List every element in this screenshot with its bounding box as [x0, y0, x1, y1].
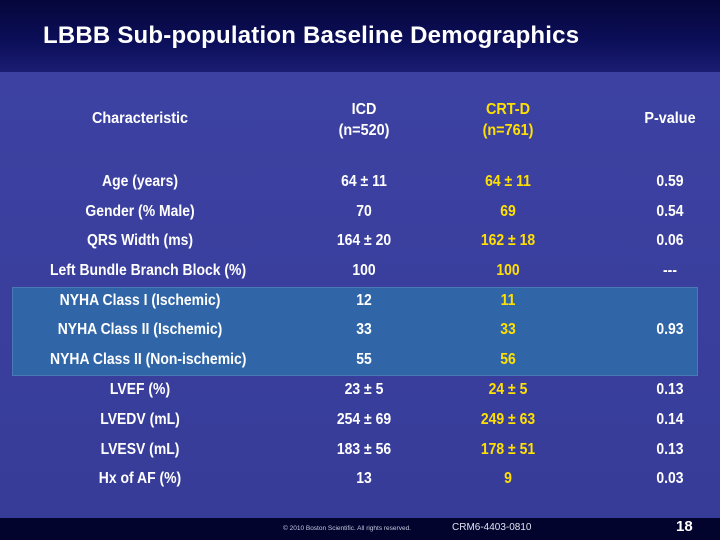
row-p-value: 0.14 — [656, 411, 684, 428]
row-icd-value: 100 — [352, 262, 376, 279]
row-p-value: 0.13 — [656, 441, 684, 458]
row-label: LVEDV (mL) — [100, 411, 180, 428]
row-p-value: 0.59 — [656, 173, 684, 190]
row-crt-value: 100 — [496, 262, 520, 279]
nyha-highlight-band — [12, 287, 698, 376]
header-crt-n: (n=761) — [482, 122, 534, 139]
header-icd-n: (n=520) — [338, 122, 390, 139]
row-crt-value: 33 — [500, 321, 516, 338]
row-crt-value: 9 — [504, 470, 512, 487]
footer-copyright: © 2010 Boston Scientific. All rights res… — [283, 525, 411, 532]
row-label: Left Bundle Branch Block (%) — [50, 262, 247, 279]
header-icd: ICD — [351, 101, 377, 118]
header-pvalue: P-value — [644, 110, 696, 127]
row-p-value: --- — [663, 262, 677, 279]
row-p-value: 0.06 — [656, 232, 684, 249]
header-characteristic: Characteristic — [91, 110, 189, 127]
row-label: LVESV (mL) — [100, 441, 180, 458]
row-label: NYHA Class II (Non-ischemic) — [50, 351, 247, 368]
row-label: LVEF (%) — [109, 381, 171, 398]
row-icd-value: 23 ± 5 — [344, 381, 384, 398]
row-label: Hx of AF (%) — [98, 470, 182, 487]
row-crt-value: 69 — [500, 203, 516, 220]
row-icd-value: 12 — [356, 292, 372, 309]
row-crt-value: 11 — [500, 292, 516, 309]
page-number: 18 — [676, 518, 693, 535]
row-crt-value: 178 ± 51 — [480, 441, 536, 458]
row-icd-value: 33 — [356, 321, 372, 338]
row-crt-value: 249 ± 63 — [480, 411, 536, 428]
slide-title: LBBB Sub-population Baseline Demographic… — [43, 22, 580, 49]
row-icd-value: 254 ± 69 — [336, 411, 392, 428]
row-icd-value: 70 — [356, 203, 372, 220]
row-label: Gender (% Male) — [85, 203, 195, 220]
row-crt-value: 64 ± 11 — [485, 173, 531, 190]
row-icd-value: 64 ± 11 — [341, 173, 387, 190]
header-crt: CRT-D — [485, 101, 530, 118]
row-label: NYHA Class II (Ischemic) — [57, 321, 223, 338]
row-icd-value: 13 — [356, 470, 372, 487]
row-crt-value: 56 — [500, 351, 516, 368]
row-crt-value: 162 ± 18 — [480, 232, 536, 249]
row-icd-value: 183 ± 56 — [336, 441, 392, 458]
row-crt-value: 24 ± 5 — [488, 381, 528, 398]
row-p-value: 0.13 — [656, 381, 684, 398]
row-label: NYHA Class I (Ischemic) — [59, 292, 221, 309]
row-icd-value: 164 ± 20 — [336, 232, 392, 249]
row-p-value: 0.93 — [656, 321, 684, 338]
slide-header — [0, 0, 720, 72]
row-p-value: 0.54 — [656, 203, 684, 220]
footer-bar — [0, 518, 720, 540]
row-label: Age (years) — [102, 173, 178, 190]
footer-code: CRM6-4403-0810 — [452, 522, 532, 533]
row-label: QRS Width (ms) — [86, 232, 194, 249]
row-icd-value: 55 — [356, 351, 372, 368]
row-p-value: 0.03 — [656, 470, 684, 487]
